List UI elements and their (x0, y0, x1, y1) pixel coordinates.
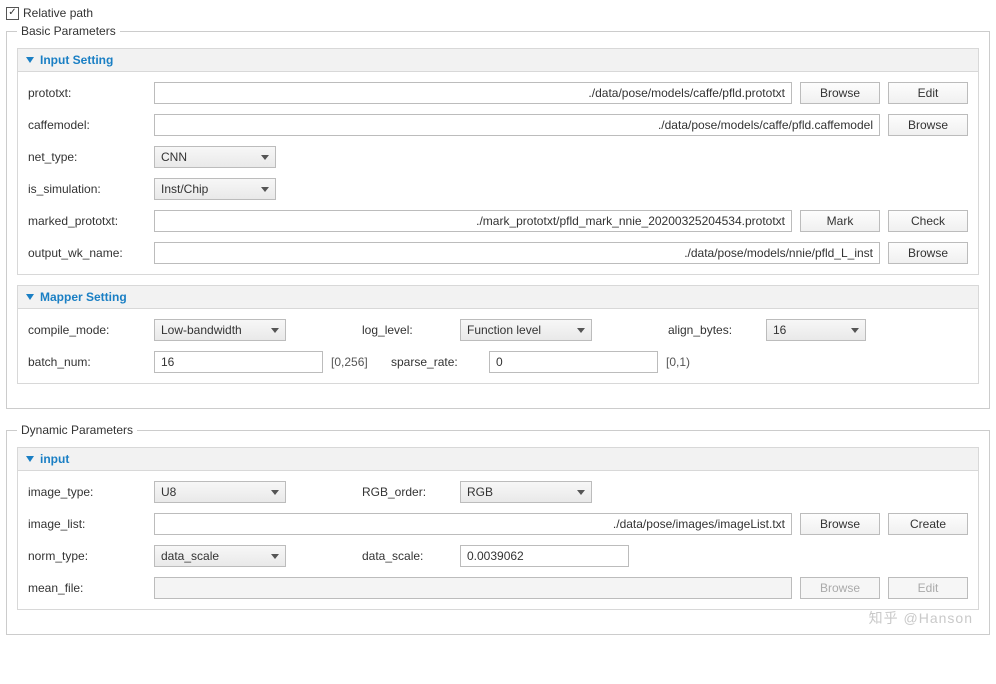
align-bytes-label: align_bytes: (668, 323, 758, 337)
image-list-input[interactable] (154, 513, 792, 535)
input-section-header[interactable]: input (17, 447, 979, 471)
rgb-order-value: RGB (467, 485, 493, 499)
browse-button[interactable]: Browse (800, 82, 880, 104)
dynamic-parameters-legend: Dynamic Parameters (17, 423, 137, 437)
input-section-title: input (40, 452, 69, 466)
output-wk-input[interactable] (154, 242, 880, 264)
mapper-setting-panel: compile_mode: Low-bandwidth log_level: F… (17, 309, 979, 384)
chevron-down-icon (577, 328, 585, 333)
edit-button[interactable]: Edit (888, 82, 968, 104)
input-setting-title: Input Setting (40, 53, 113, 67)
check-button[interactable]: Check (888, 210, 968, 232)
chevron-down-icon (261, 155, 269, 160)
marked-prototxt-input[interactable] (154, 210, 792, 232)
align-bytes-value: 16 (773, 323, 786, 337)
chevron-down-icon (26, 456, 34, 462)
norm-type-value: data_scale (161, 549, 219, 563)
data-scale-input[interactable] (460, 545, 629, 567)
image-type-label: image_type: (28, 485, 146, 499)
data-scale-label: data_scale: (362, 549, 452, 563)
sparse-rate-hint: [0,1) (666, 355, 690, 369)
prototxt-label: prototxt: (28, 86, 146, 100)
compile-mode-label: compile_mode: (28, 323, 146, 337)
norm-type-select[interactable]: data_scale (154, 545, 286, 567)
batch-num-input[interactable] (154, 351, 323, 373)
marked-prototxt-label: marked_prototxt: (28, 214, 146, 228)
chevron-down-icon (26, 294, 34, 300)
chevron-down-icon (851, 328, 859, 333)
compile-mode-value: Low-bandwidth (161, 323, 242, 337)
mean-file-input (154, 577, 792, 599)
output-wk-label: output_wk_name: (28, 246, 146, 260)
watermark: 知乎 @Hanson (869, 608, 973, 628)
browse-button[interactable]: Browse (800, 513, 880, 535)
sparse-rate-input[interactable] (489, 351, 658, 373)
dynamic-parameters-group: Dynamic Parameters input image_type: U8 … (6, 423, 990, 635)
mark-button[interactable]: Mark (800, 210, 880, 232)
batch-num-label: batch_num: (28, 355, 146, 369)
net-type-select[interactable]: CNN (154, 146, 276, 168)
rgb-order-select[interactable]: RGB (460, 481, 592, 503)
browse-button[interactable]: Browse (888, 114, 968, 136)
chevron-down-icon (271, 328, 279, 333)
basic-parameters-legend: Basic Parameters (17, 24, 120, 38)
mapper-setting-header[interactable]: Mapper Setting (17, 285, 979, 309)
chevron-down-icon (261, 187, 269, 192)
input-setting-panel: prototxt: Browse Edit caffemodel: Browse… (17, 72, 979, 275)
sparse-rate-label: sparse_rate: (391, 355, 481, 369)
browse-button[interactable]: Browse (888, 242, 968, 264)
image-list-label: image_list: (28, 517, 146, 531)
edit-button: Edit (888, 577, 968, 599)
chevron-down-icon (26, 57, 34, 63)
relative-path-checkbox[interactable]: ✓ (6, 7, 19, 20)
rgb-order-label: RGB_order: (362, 485, 452, 499)
input-setting-header[interactable]: Input Setting (17, 48, 979, 72)
is-simulation-select[interactable]: Inst/Chip (154, 178, 276, 200)
input-section-panel: image_type: U8 RGB_order: RGB image_list… (17, 471, 979, 610)
net-type-value: CNN (161, 150, 187, 164)
mapper-setting-title: Mapper Setting (40, 290, 127, 304)
align-bytes-select[interactable]: 16 (766, 319, 866, 341)
mean-file-label: mean_file: (28, 581, 146, 595)
chevron-down-icon (271, 554, 279, 559)
relative-path-label: Relative path (23, 6, 93, 20)
log-level-select[interactable]: Function level (460, 319, 592, 341)
browse-button: Browse (800, 577, 880, 599)
image-type-value: U8 (161, 485, 176, 499)
log-level-label: log_level: (362, 323, 452, 337)
is-simulation-label: is_simulation: (28, 182, 146, 196)
norm-type-label: norm_type: (28, 549, 146, 563)
basic-parameters-group: Basic Parameters Input Setting prototxt:… (6, 24, 990, 409)
prototxt-input[interactable] (154, 82, 792, 104)
caffemodel-input[interactable] (154, 114, 880, 136)
batch-num-hint: [0,256] (331, 355, 383, 369)
caffemodel-label: caffemodel: (28, 118, 146, 132)
log-level-value: Function level (467, 323, 541, 337)
compile-mode-select[interactable]: Low-bandwidth (154, 319, 286, 341)
net-type-label: net_type: (28, 150, 146, 164)
create-button[interactable]: Create (888, 513, 968, 535)
chevron-down-icon (577, 490, 585, 495)
is-simulation-value: Inst/Chip (161, 182, 208, 196)
chevron-down-icon (271, 490, 279, 495)
image-type-select[interactable]: U8 (154, 481, 286, 503)
